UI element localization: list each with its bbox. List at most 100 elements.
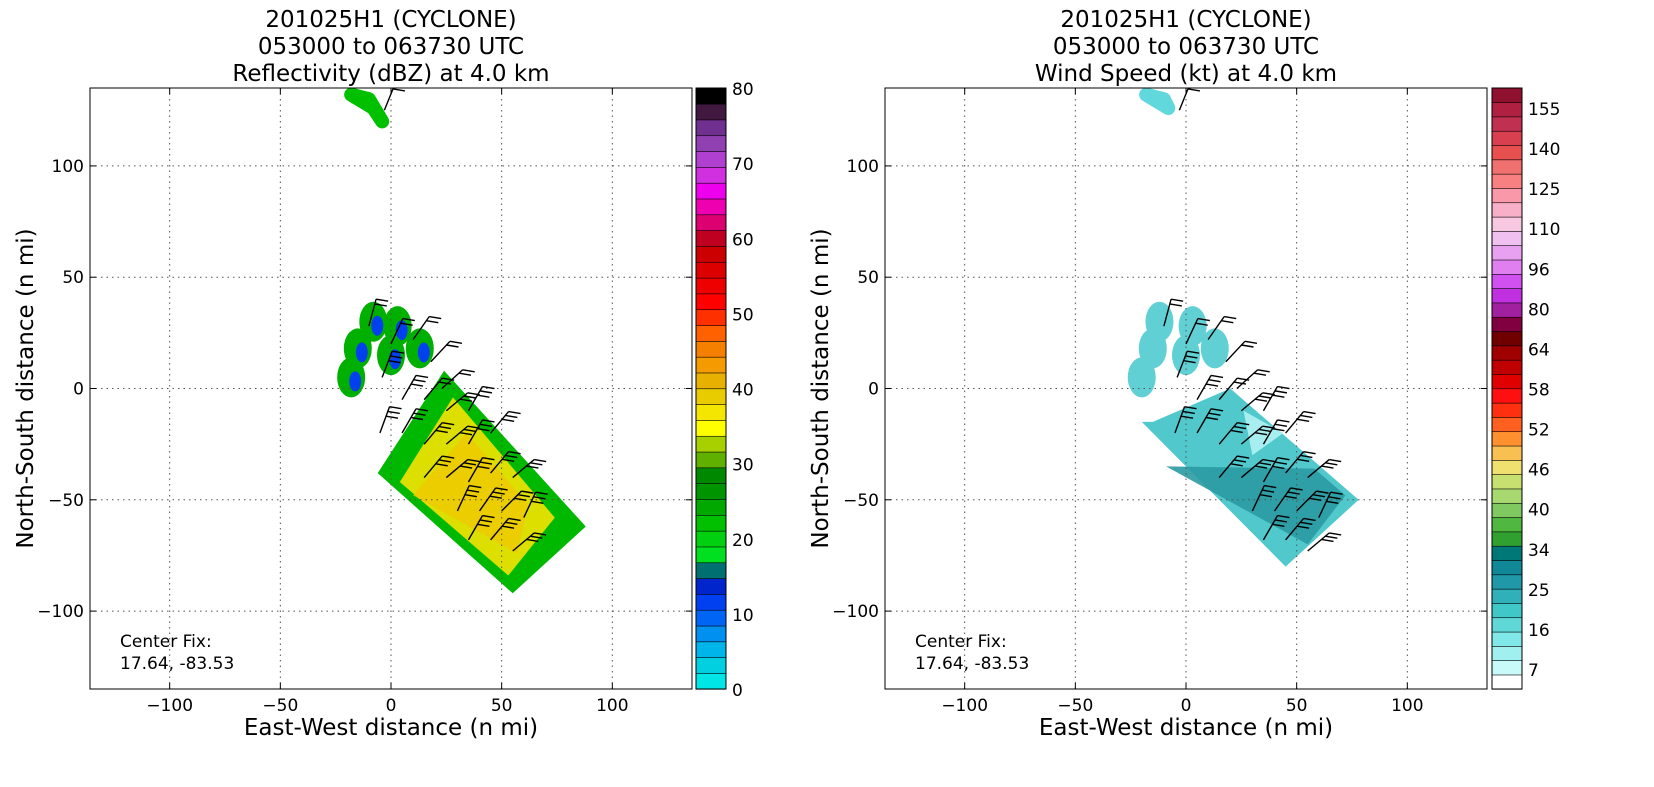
wind-barb (501, 490, 534, 512)
colorbar-tick-label: 40 (1528, 501, 1550, 521)
wind-barb-flag (400, 322, 413, 326)
colorbar-segment (1491, 388, 1523, 404)
colorbar-segment (695, 182, 727, 200)
wind-barb-flag (402, 317, 415, 322)
wind-barb-flag (1170, 298, 1184, 302)
wind-barb-flag (1230, 429, 1243, 434)
wind-barb-flag (521, 490, 534, 494)
wind-barb-flag (1180, 415, 1194, 419)
wind-barb-flag (1312, 494, 1326, 498)
wind-barb-flag (1210, 374, 1224, 379)
wind-barb (1218, 422, 1250, 445)
x-axis-label: East-West distance (n mi) (244, 715, 538, 741)
swath-low-wind (1243, 410, 1284, 456)
wind-barb (467, 514, 495, 541)
wind-barb-flag (1296, 458, 1310, 463)
wind-barb-flag (1261, 489, 1275, 493)
wind-barb-flag (508, 517, 521, 522)
wind-barb-flag (492, 491, 505, 495)
colorbar-tick-label: 20 (732, 531, 754, 551)
wind-barb-flag (505, 454, 518, 459)
wind-barb (1262, 419, 1290, 445)
colorbar-segment (1491, 373, 1523, 390)
colorbar-tick-label: 96 (1528, 260, 1550, 280)
wind-barb-staff (1225, 340, 1246, 363)
wind-barb-flag (1233, 381, 1247, 385)
colorbar-frame (1491, 87, 1523, 690)
wind-barb (467, 457, 495, 483)
colorbar-segment (695, 324, 727, 342)
wind-barbs (1163, 88, 1343, 552)
wind-barb-flag (1329, 458, 1342, 463)
colorbar-segment (695, 293, 727, 311)
wind-barb-flag (459, 465, 473, 469)
colorbar-segment (1491, 330, 1523, 347)
wind-barb-flag (1253, 372, 1267, 376)
wind-barb-flag (1316, 490, 1329, 494)
colorbar-segment (695, 625, 727, 643)
colorbar-segment (695, 309, 727, 326)
colorbar-segment (1491, 302, 1523, 318)
echo-cell-weak (349, 371, 362, 392)
echo-cell-weak (389, 349, 401, 370)
wind-barb-flag (392, 350, 405, 354)
wind-barb-flag (501, 525, 515, 529)
colorbar-segment (695, 245, 727, 263)
wind-barb-flag (415, 374, 429, 379)
y-tick-label: −100 (832, 602, 879, 622)
wind-barb-flag (1300, 454, 1313, 459)
wind-barb-flag (1187, 350, 1200, 354)
colorbar-tick-label: 25 (1528, 581, 1550, 601)
wind-barb-flag (1272, 427, 1285, 432)
colorbar-segment (695, 340, 727, 358)
wind-barb-flag (1326, 500, 1339, 505)
colorbar-segment (695, 451, 727, 469)
wind-barb-flag (1287, 491, 1300, 495)
wind-barb-flag (477, 394, 490, 398)
wind-barb-flag (530, 535, 543, 539)
wind-barb-flag (1303, 517, 1316, 522)
y-tick-label: 100 (847, 157, 879, 177)
wind-barb (423, 422, 455, 445)
wind-barb (1225, 340, 1258, 363)
wind-barb-flag (390, 355, 403, 359)
wind-barb-flag (426, 320, 439, 324)
wind-barb-flag (1329, 532, 1342, 536)
colorbar-segment (1491, 245, 1523, 261)
wind-barb-flag (1277, 514, 1290, 519)
colorbar-segment (1491, 488, 1523, 504)
y-tick-label: 50 (62, 268, 84, 288)
wind-barb-flag (1290, 487, 1303, 491)
wind-barb-flag (463, 428, 477, 433)
colorbar-segment (1491, 87, 1523, 103)
colorbar-segment (1491, 674, 1523, 690)
chart-title-line: Wind Speed (kt) at 4.0 km (1035, 61, 1337, 87)
wind-barb (1307, 458, 1342, 479)
wind-barb-flag (479, 423, 493, 427)
colorbar-segment (695, 609, 727, 627)
wind-barb-flag (438, 381, 452, 385)
data-field (337, 88, 586, 594)
y-tick-label: −100 (37, 602, 84, 622)
wind-barb (478, 487, 508, 512)
wind-barb (512, 532, 547, 552)
y-tick-label: −50 (48, 491, 84, 511)
wind-barb (456, 484, 482, 512)
colorbar-segment (695, 372, 727, 390)
wind-barb-flag (530, 462, 543, 466)
wind-barb (490, 450, 521, 474)
wind-barb-flag (1237, 422, 1250, 426)
x-tick-label: −50 (262, 696, 298, 716)
wind-barb-flag (508, 450, 521, 455)
colorbar-tick-label: 58 (1528, 381, 1550, 401)
wind-barb-flag (1296, 418, 1310, 422)
y-tick-label: 0 (73, 380, 84, 400)
wind-barb-flag (1237, 455, 1250, 459)
colorbar-segment (695, 214, 727, 231)
wind-barb-flag (1284, 495, 1297, 499)
colorbar-segment (1491, 130, 1523, 146)
wind-barb-flag (462, 369, 475, 373)
wind-barb-flag (1224, 315, 1237, 320)
colorbar-segment (1491, 602, 1523, 619)
wind-barb-staff (1196, 375, 1212, 400)
